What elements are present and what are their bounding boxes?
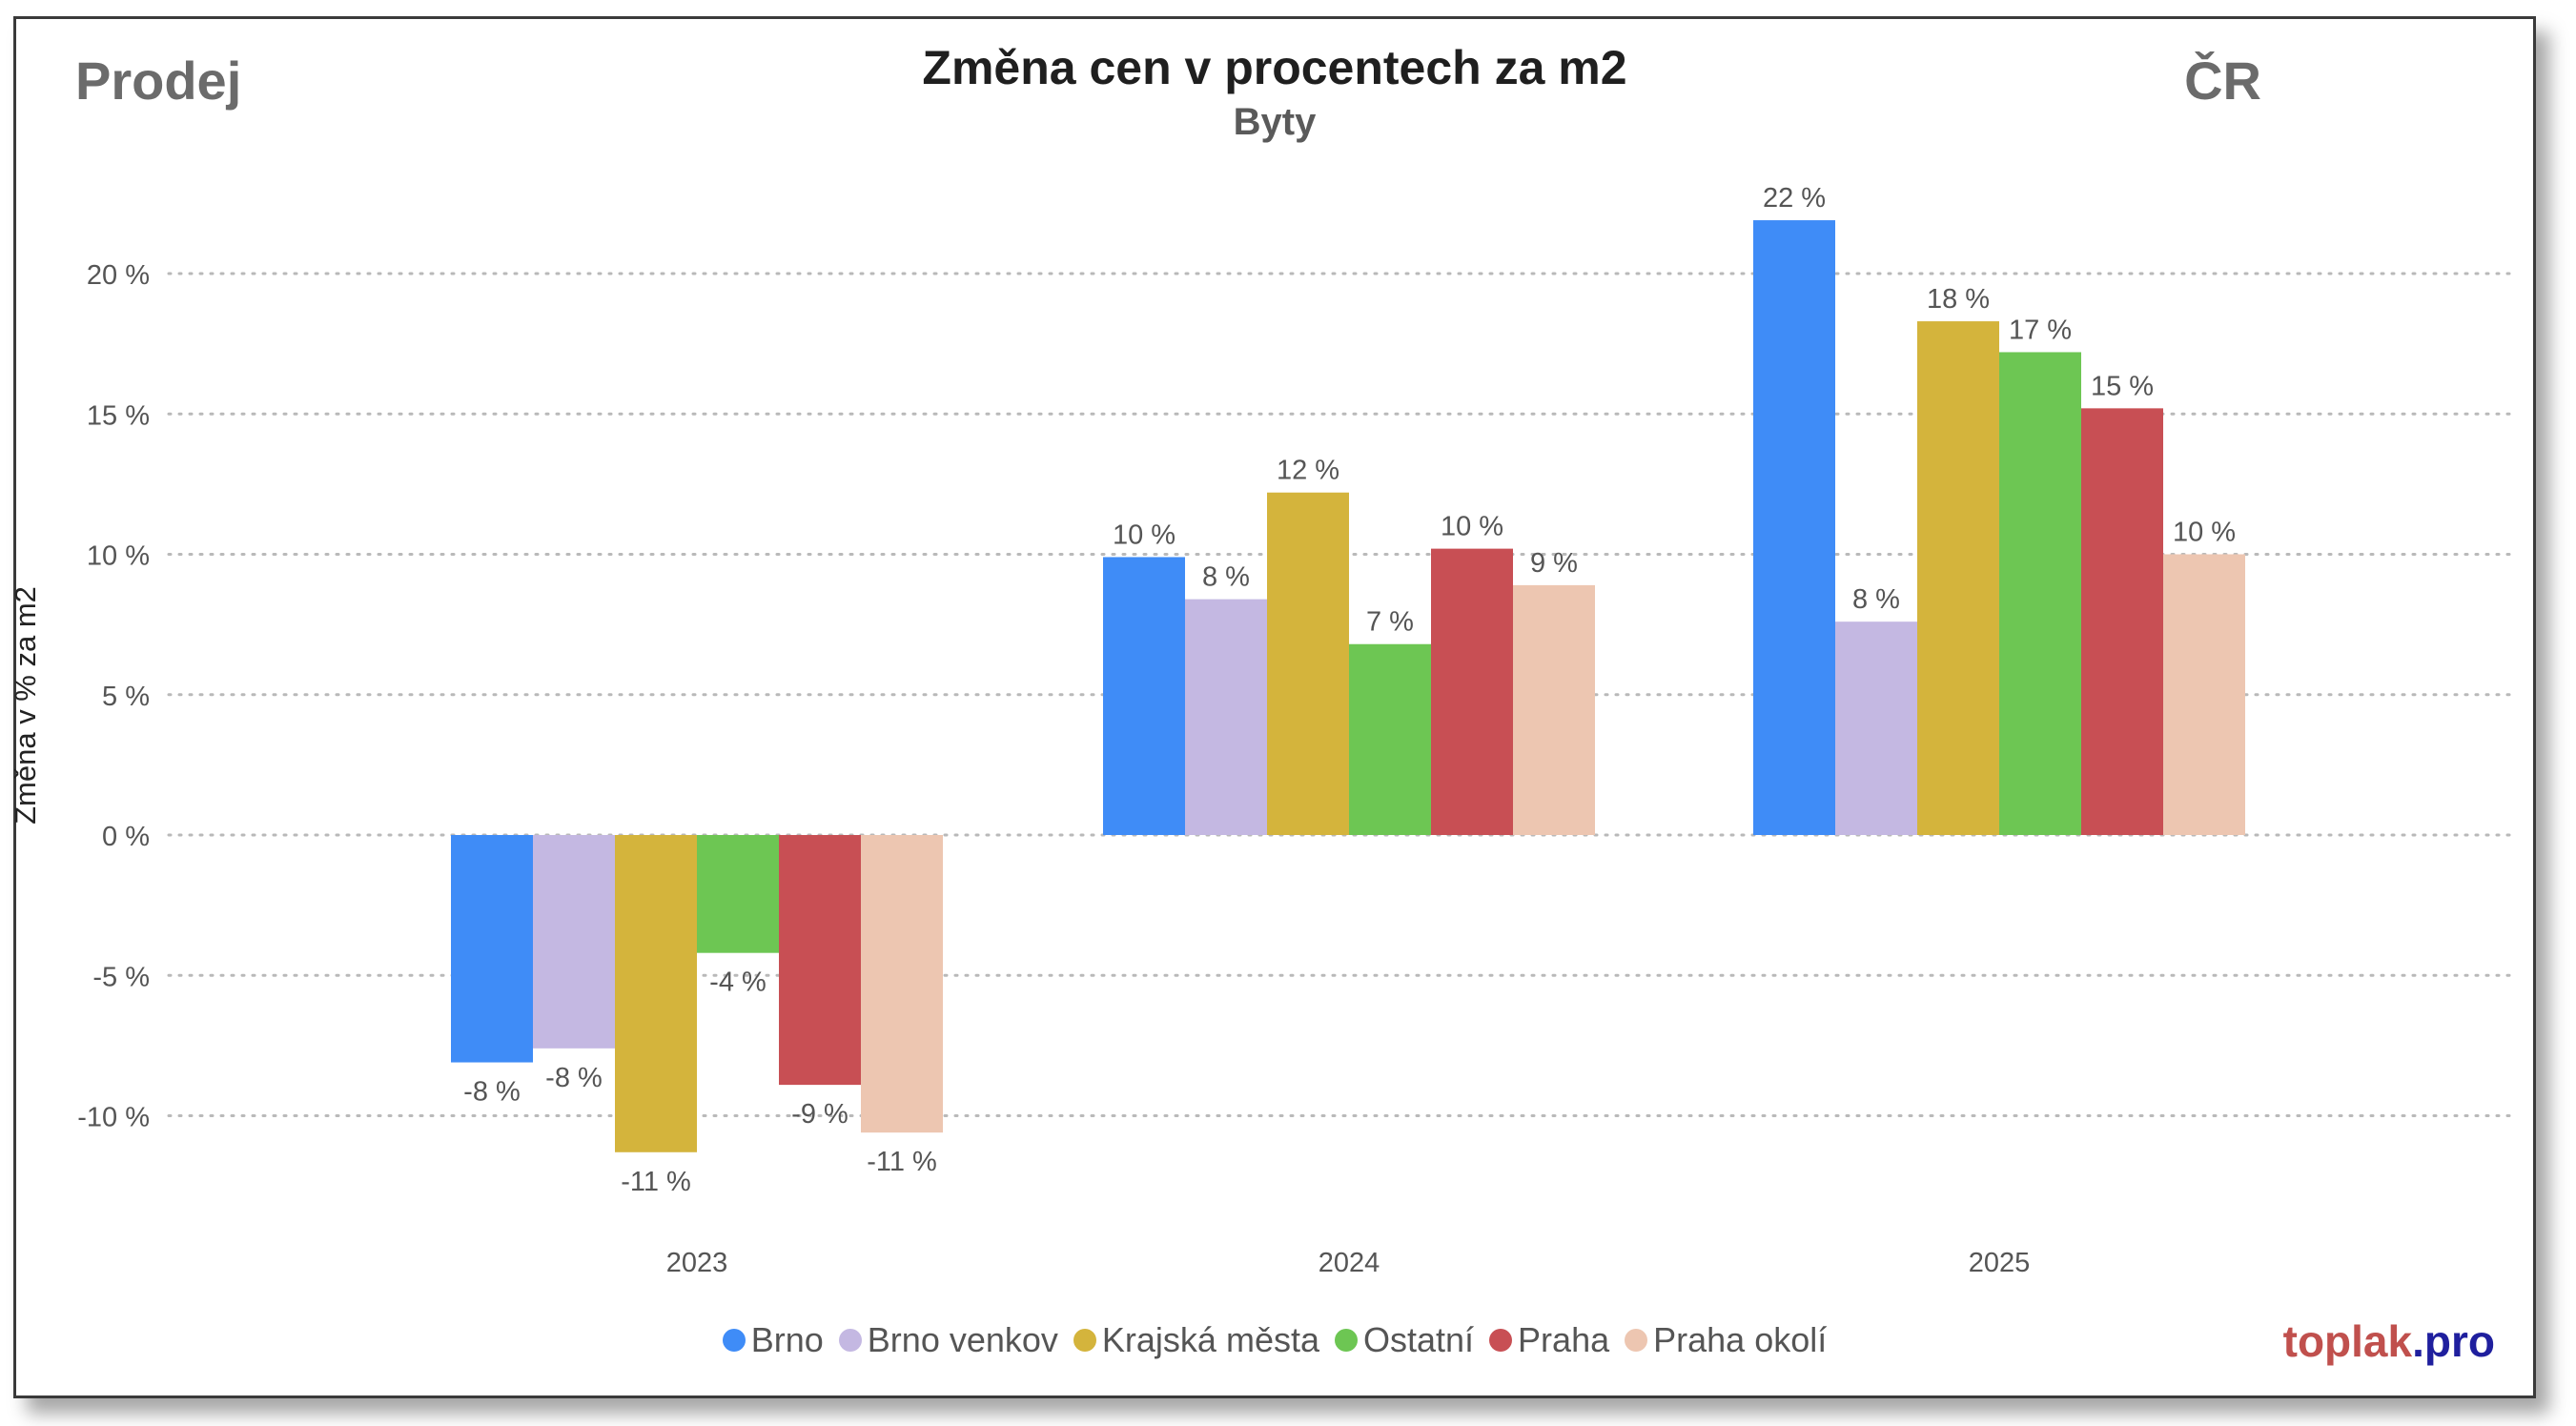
sale-type-label: Prodej <box>75 51 242 111</box>
bar-praha-okolí-2024 <box>1513 584 1595 835</box>
data-label: 22 % <box>1763 183 1826 214</box>
bar-brno-2025 <box>1753 220 1835 836</box>
data-label: -9 % <box>791 1099 848 1130</box>
legend-item[interactable]: Praha <box>1489 1320 1609 1360</box>
bar-chart: 20 % 15 % 10 % 5 % 0 % -5 % -10 % -8 % -8 % -11 … <box>77 183 2514 1278</box>
bar-praha-2025 <box>2081 408 2163 835</box>
y-axis-ticks: 20 % 15 % 10 % 5 % 0 % -5 % -10 % <box>77 260 150 1133</box>
data-label: 8 % <box>1852 584 1900 615</box>
bar-praha-okolí-2025 <box>2163 554 2245 835</box>
legend-label: Brno venkov <box>867 1320 1058 1359</box>
x-tick-label: 2023 <box>666 1248 728 1278</box>
legend-item[interactable]: Krajská města <box>1073 1320 1319 1360</box>
brand-domain: .pro <box>2412 1316 2495 1366</box>
legend-label: Praha <box>1518 1320 1610 1359</box>
legend-item[interactable]: Brno <box>722 1320 824 1360</box>
legend-label: Brno <box>750 1320 824 1359</box>
data-label: -8 % <box>463 1077 521 1108</box>
y-tick-label: 15 % <box>87 400 150 431</box>
chart-card: Prodej ČR Změna cen v procentech za m2 B… <box>9 16 2536 1398</box>
y-tick-label: 10 % <box>87 541 150 572</box>
x-axis-ticks: 2023 2024 2025 <box>666 1248 2031 1278</box>
data-label: 12 % <box>1277 456 1339 486</box>
legend-label: Ostatní <box>1362 1320 1475 1359</box>
legend-label: Krajská města <box>1101 1320 1319 1359</box>
data-label: 10 % <box>2173 518 2236 548</box>
bar-krajská-města-2023 <box>615 835 697 1152</box>
data-label: 10 % <box>1441 512 1503 542</box>
y-tick-label: 5 % <box>102 682 150 712</box>
bar-praha-okolí-2023 <box>861 835 943 1133</box>
bar-brno-2024 <box>1103 557 1185 835</box>
data-labels: -8 % -8 % -11 % -4 % -9 % -11 % 10 % 8 % 12 % 7 %… <box>463 183 2236 1197</box>
chart-subtitle: Byty <box>1233 101 1317 143</box>
x-tick-label: 2024 <box>1319 1248 1380 1278</box>
data-label: -4 % <box>709 968 767 998</box>
legend-swatch <box>1625 1329 1648 1352</box>
region-label: ČR <box>2184 51 2261 111</box>
legend: Brno Brno venkov Krajská města Ostatní Praha… <box>16 1320 2533 1360</box>
y-tick-label: 20 % <box>87 260 150 291</box>
legend-item[interactable]: Ostatní <box>1334 1320 1475 1360</box>
bar-ostatní-2025 <box>1999 352 2081 835</box>
bar-krajská-města-2025 <box>1917 321 1999 835</box>
bar-ostatní-2023 <box>697 835 779 953</box>
y-tick-label: 0 % <box>102 822 150 852</box>
bar-brno-2023 <box>451 835 533 1063</box>
legend-label: Praha okolí <box>1653 1320 1828 1359</box>
bar-ostatní-2024 <box>1349 643 1431 835</box>
legend-swatch <box>1073 1329 1096 1352</box>
brand-name: toplak <box>2282 1316 2413 1366</box>
x-tick-label: 2025 <box>1969 1248 2031 1278</box>
data-label: 9 % <box>1530 548 1578 579</box>
data-label: -11 % <box>867 1147 937 1177</box>
legend-swatch <box>722 1329 746 1352</box>
bar-brno-venkov-2024 <box>1185 599 1267 835</box>
data-label: 17 % <box>2009 315 2072 345</box>
y-tick-label: -5 % <box>92 962 150 992</box>
data-label: -11 % <box>621 1167 691 1197</box>
legend-item[interactable]: Brno venkov <box>838 1320 1058 1360</box>
brand-logo: toplak.pro <box>2283 1315 2495 1367</box>
bar-brno-venkov-2023 <box>533 835 615 1049</box>
bars <box>451 220 2245 1152</box>
chart-title: Změna cen v procentech za m2 <box>922 41 1627 94</box>
y-tick-label: -10 % <box>77 1103 150 1133</box>
legend-swatch <box>838 1329 862 1352</box>
data-label: 18 % <box>1927 284 1990 315</box>
legend-swatch <box>1334 1329 1358 1352</box>
legend-item[interactable]: Praha okolí <box>1625 1320 1827 1360</box>
legend-swatch <box>1489 1329 1513 1352</box>
data-label: -8 % <box>545 1063 603 1093</box>
data-label: 8 % <box>1202 562 1250 593</box>
data-label: 15 % <box>2091 371 2154 401</box>
bar-praha-2023 <box>779 835 861 1086</box>
bar-praha-2024 <box>1431 548 1513 835</box>
data-label: 10 % <box>1113 519 1176 550</box>
bar-krajská-města-2024 <box>1267 492 1349 835</box>
bar-brno-venkov-2025 <box>1835 621 1917 835</box>
data-label: 7 % <box>1366 607 1414 638</box>
